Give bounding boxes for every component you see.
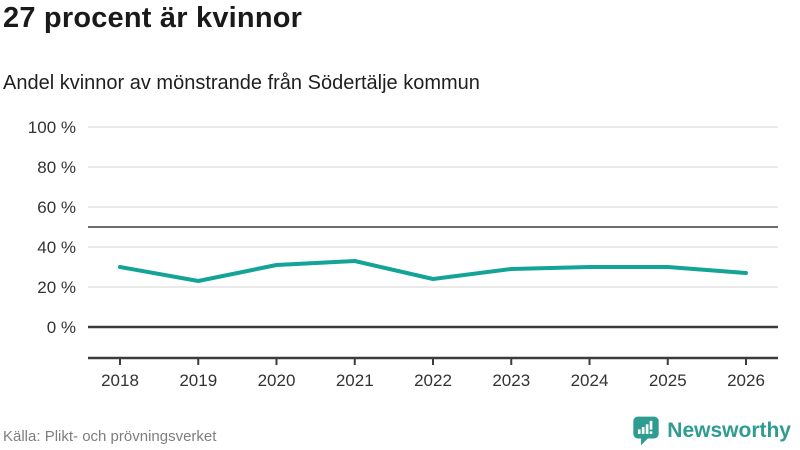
x-tick-label: 2021: [336, 371, 374, 390]
source-note: Källa: Plikt- och prövningsverket: [3, 428, 217, 445]
page-title: 27 procent är kvinnor: [3, 2, 303, 34]
newsworthy-logo-text: Newsworthy: [667, 419, 791, 442]
x-tick-label: 2020: [258, 371, 296, 390]
newsworthy-logo-icon: [633, 416, 659, 446]
x-tick-label: 2024: [571, 371, 609, 390]
x-tick-label: 2026: [727, 371, 765, 390]
y-tick-label: 100 %: [28, 118, 76, 137]
y-tick-label: 80 %: [37, 158, 76, 177]
data-series-line: [118, 259, 748, 283]
x-tick-label: 2025: [649, 371, 687, 390]
y-tick-label: 40 %: [37, 238, 76, 257]
x-tick-label: 2023: [492, 371, 530, 390]
x-tick-label: 2022: [414, 371, 452, 390]
x-tick-label: 2019: [179, 371, 217, 390]
y-tick-label: 0 %: [47, 318, 76, 337]
y-tick-label: 20 %: [37, 278, 76, 297]
line-chart: 0 % 20 % 40 % 60 % 80 % 100 % 2018 2019 2020 2021…: [28, 118, 778, 390]
x-tick-label: 2018: [101, 371, 139, 390]
y-tick-label: 60 %: [37, 198, 76, 217]
newsworthy-logo: Newsworthy: [632, 416, 791, 446]
chart-subtitle: Andel kvinnor av mönstrande från Södertä…: [3, 72, 480, 94]
